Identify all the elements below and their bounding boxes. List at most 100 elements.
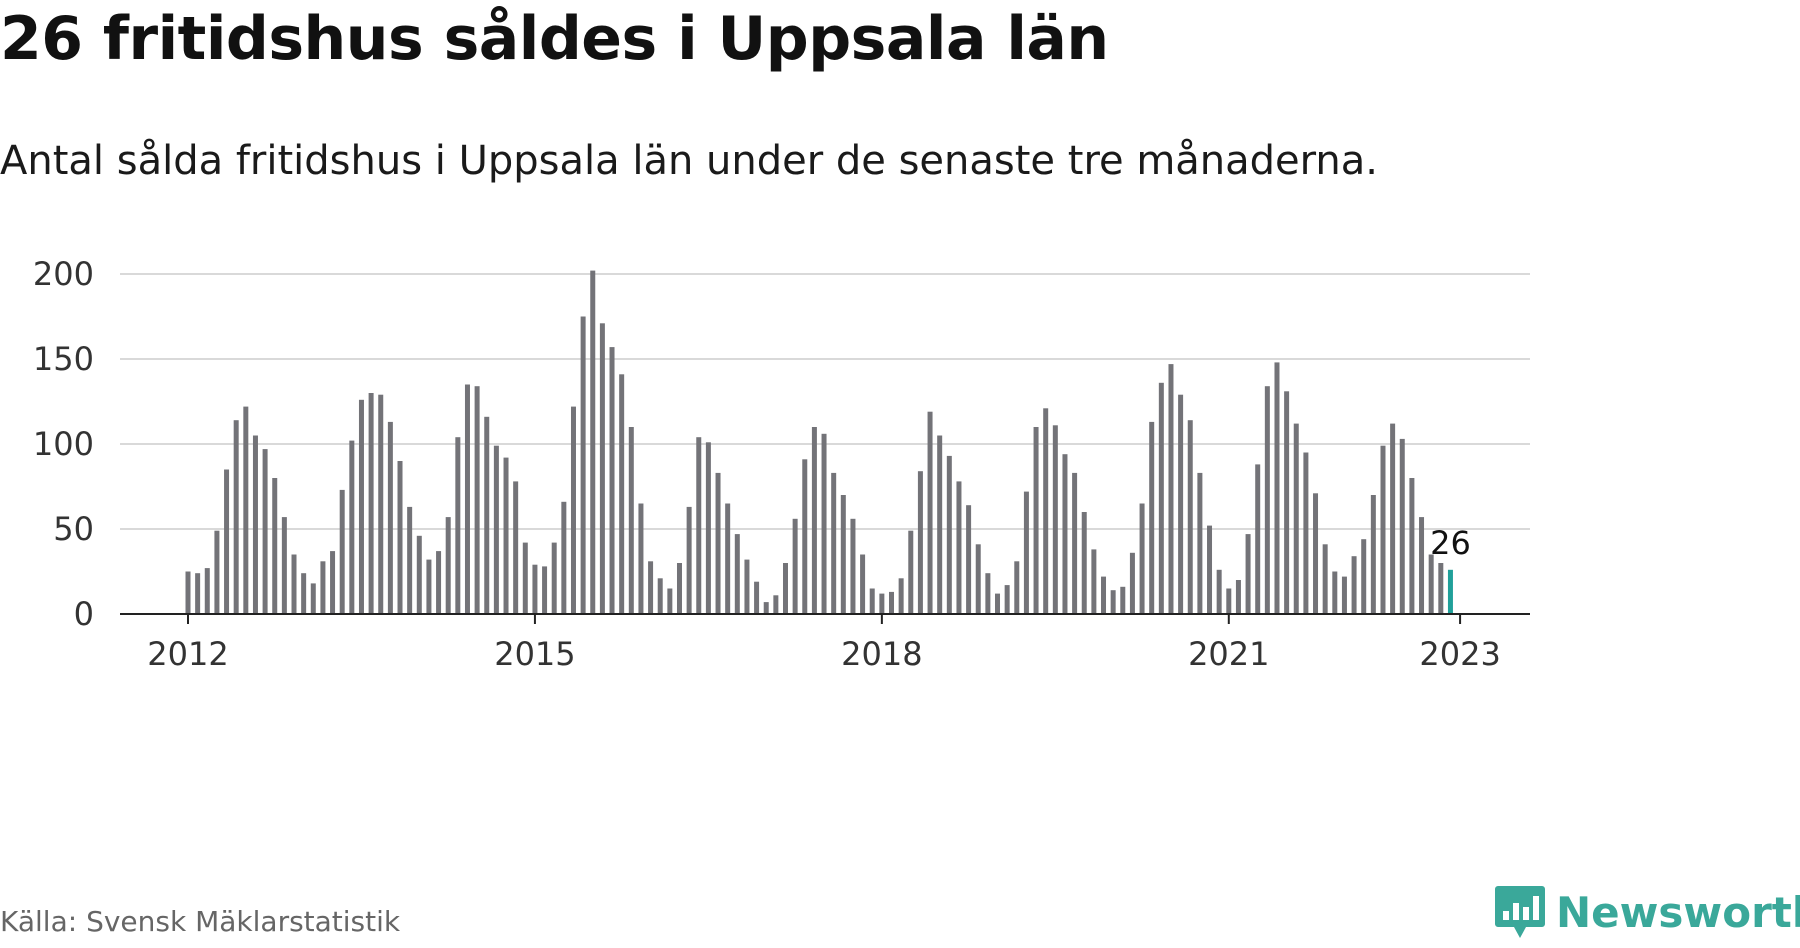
bar: [1004, 585, 1010, 614]
bar: [840, 495, 846, 614]
bar: [1178, 394, 1184, 614]
bar: [1091, 549, 1097, 614]
bar: [1207, 525, 1213, 614]
bars: [185, 270, 1453, 614]
bar: [522, 542, 528, 614]
y-tick-label: 150: [33, 340, 94, 378]
bar: [917, 471, 923, 614]
bar: [542, 566, 548, 614]
bar: [763, 602, 769, 614]
bar: [734, 534, 740, 614]
bar: [532, 564, 538, 614]
bar: [1303, 452, 1309, 614]
bar: [551, 542, 557, 614]
bar: [908, 530, 914, 614]
bar: [272, 478, 278, 614]
bar: [1043, 408, 1049, 614]
bar: [1428, 554, 1434, 614]
bar: [1072, 472, 1078, 614]
bar: [1245, 534, 1251, 614]
bar: [387, 421, 393, 614]
bar: [1341, 576, 1347, 614]
bar: [436, 551, 442, 614]
bar: [860, 554, 866, 614]
bar: [301, 573, 307, 614]
bar: [725, 503, 731, 614]
bar: [330, 551, 336, 614]
chart-title: 26 fritidshus såldes i Uppsala län: [0, 4, 1109, 74]
bar: [609, 347, 615, 614]
bar: [185, 571, 191, 614]
bar: [580, 316, 586, 614]
bar: [291, 554, 297, 614]
bar: [455, 437, 461, 614]
bar: [619, 374, 625, 614]
bar: [628, 427, 634, 614]
bar: [754, 581, 760, 614]
brand-name: Newsworthy: [1556, 887, 1800, 937]
bar: [561, 501, 567, 614]
bar: [1361, 539, 1367, 614]
bar: [570, 406, 576, 614]
bar: [1197, 472, 1203, 614]
bar: [638, 503, 644, 614]
bar: [320, 561, 326, 614]
labels: 0 50 100 150 200 2012 2015 2018 2021 2023 26: [33, 255, 1501, 673]
bar: [1149, 421, 1155, 614]
bar: [821, 433, 827, 614]
bar: [1351, 556, 1357, 614]
bar: [590, 270, 596, 614]
bar: [243, 406, 249, 614]
bar: [416, 535, 422, 614]
bar: [956, 481, 962, 614]
brand-logo: Newsworthy: [1494, 884, 1800, 940]
bar: [1380, 445, 1386, 614]
bar: [1293, 423, 1299, 614]
bar: [995, 593, 1001, 614]
bar: [1226, 588, 1232, 614]
bar: [349, 440, 355, 614]
bar: [686, 506, 692, 614]
y-tick-label: 200: [33, 255, 94, 293]
bar: [1274, 362, 1280, 614]
highlight-bar: [1447, 569, 1453, 614]
bar: [445, 517, 451, 614]
source-note: Källa: Svensk Mäklarstatistik: [0, 905, 401, 938]
x-tick-label: 2012: [147, 635, 228, 673]
bar: [715, 472, 721, 614]
bar: [426, 559, 432, 614]
bar: [407, 506, 413, 614]
bar: [667, 588, 673, 614]
bar: [1313, 493, 1319, 614]
bar: [397, 461, 403, 614]
bar: [195, 573, 201, 614]
x-tick-label: 2023: [1419, 635, 1500, 673]
bar: [252, 435, 258, 614]
y-tick-label: 100: [33, 425, 94, 463]
bar: [831, 472, 837, 614]
bar: [946, 455, 952, 614]
bar: [1216, 569, 1222, 614]
axes: [120, 613, 1530, 624]
x-tick-label: 2015: [494, 635, 575, 673]
bar: [802, 459, 808, 614]
bar: [937, 435, 943, 614]
bar: [966, 505, 972, 614]
bar: [1332, 571, 1338, 614]
bar: [1168, 364, 1174, 614]
bar: [1399, 438, 1405, 614]
bar: [1255, 464, 1261, 614]
bar: [493, 445, 499, 614]
bar: [378, 394, 384, 614]
y-tick-label: 50: [53, 510, 94, 548]
bar: [898, 578, 904, 614]
bar: [1264, 386, 1270, 614]
bar: [204, 568, 210, 614]
bar: [1101, 576, 1107, 614]
bar: [811, 427, 817, 614]
bar: [850, 518, 856, 614]
bar: [474, 386, 480, 614]
bar: [889, 591, 895, 614]
bar: [676, 563, 682, 614]
bar: [1139, 503, 1145, 614]
